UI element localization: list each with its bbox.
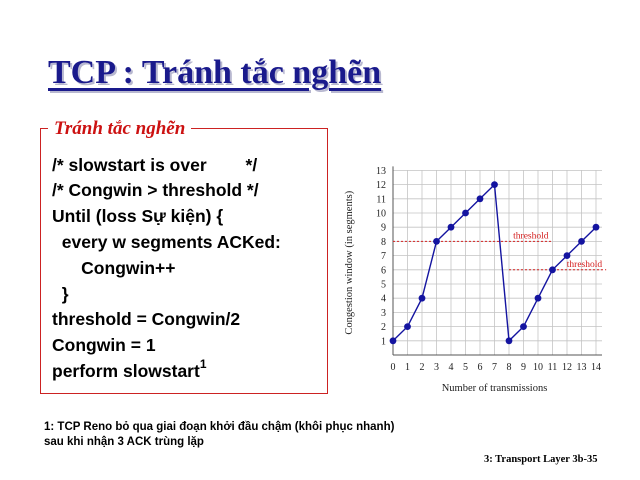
code-line-8: Congwin = 1 (52, 335, 156, 355)
code-line-5: Congwin++ (52, 258, 176, 278)
x-axis-label: Number of transmissions (442, 383, 548, 394)
code-line-3: Until (loss Sự kiện) { (52, 206, 224, 226)
y-tick-label-11: 12 (376, 180, 386, 191)
data-point-0-3 (433, 238, 440, 245)
x-tick-label-6: 6 (478, 362, 483, 373)
y-tick-label-0: 1 (381, 336, 386, 347)
code-line-7: threshold = Congwin/2 (52, 309, 241, 329)
x-tick-label-3: 3 (434, 362, 439, 373)
x-tick-label-9: 9 (521, 362, 526, 373)
data-point-0-7 (491, 181, 498, 189)
y-tick-label-7: 8 (381, 237, 386, 248)
y-tick-label-9: 10 (376, 209, 386, 220)
y-tick-label-6: 7 (381, 251, 386, 262)
code-line-9-text: perform slowstart (52, 361, 200, 381)
data-point-0-11 (549, 266, 556, 274)
data-point-0-8 (505, 337, 513, 345)
x-tick-label-11: 11 (548, 362, 558, 373)
slide-footer: 3: Transport Layer 3b-35 (484, 454, 598, 465)
code-line-9: perform slowstart1 (52, 357, 207, 384)
data-point-0-5 (462, 209, 469, 217)
data-point-0-10 (534, 294, 542, 302)
data-point-0-13 (578, 238, 585, 245)
x-tick-label-4: 4 (449, 362, 454, 373)
x-tick-label-8: 8 (507, 362, 512, 373)
data-point-0-4 (447, 223, 455, 231)
y-tick-label-5: 6 (381, 265, 386, 276)
slide-title: TCP : Tránh tắc nghẽn (48, 54, 382, 91)
x-tick-label-12: 12 (562, 362, 572, 373)
data-point-0-6 (476, 195, 484, 203)
code-line-1: /* slowstart is over */ (52, 155, 258, 175)
footnote: 1: TCP Reno bỏ qua giai đoạn khởi đầu ch… (44, 421, 395, 448)
code-line-2: /* Congwin > threshold */ (52, 180, 259, 200)
y-tick-label-12: 13 (376, 166, 386, 177)
x-tick-label-14: 14 (591, 362, 601, 373)
y-tick-label-3: 4 (381, 294, 386, 305)
y-tick-label-8: 9 (381, 223, 386, 234)
y-axis-label: Congestion window (in segments) (344, 190, 355, 334)
data-point-0-1 (404, 323, 411, 330)
code-line-6: } (52, 284, 69, 304)
data-point-0-14 (592, 223, 600, 231)
threshold-label-1: threshold (567, 260, 603, 270)
x-tick-label-5: 5 (463, 362, 468, 373)
x-tick-label-7: 7 (492, 362, 497, 373)
data-point-0-0 (389, 337, 397, 345)
threshold-label-0: threshold (513, 231, 549, 241)
data-point-0-9 (520, 323, 527, 330)
x-tick-label-2: 2 (420, 362, 425, 373)
data-point-0-2 (418, 294, 426, 302)
x-tick-label-10: 10 (533, 362, 543, 373)
code-box-label: Tránh tắc nghẽn (48, 118, 192, 140)
x-tick-label-1: 1 (405, 362, 410, 373)
y-tick-label-2: 3 (381, 308, 386, 319)
y-tick-label-1: 2 (381, 322, 386, 333)
footnote-marker: 1 (199, 357, 207, 371)
data-point-0-12 (563, 252, 571, 259)
code-line-4: every w segments ACKed: (52, 232, 281, 252)
y-tick-label-4: 5 (381, 280, 386, 291)
x-tick-label-0: 0 (391, 362, 396, 373)
x-tick-label-13: 13 (577, 362, 587, 373)
y-tick-label-10: 11 (376, 194, 386, 205)
